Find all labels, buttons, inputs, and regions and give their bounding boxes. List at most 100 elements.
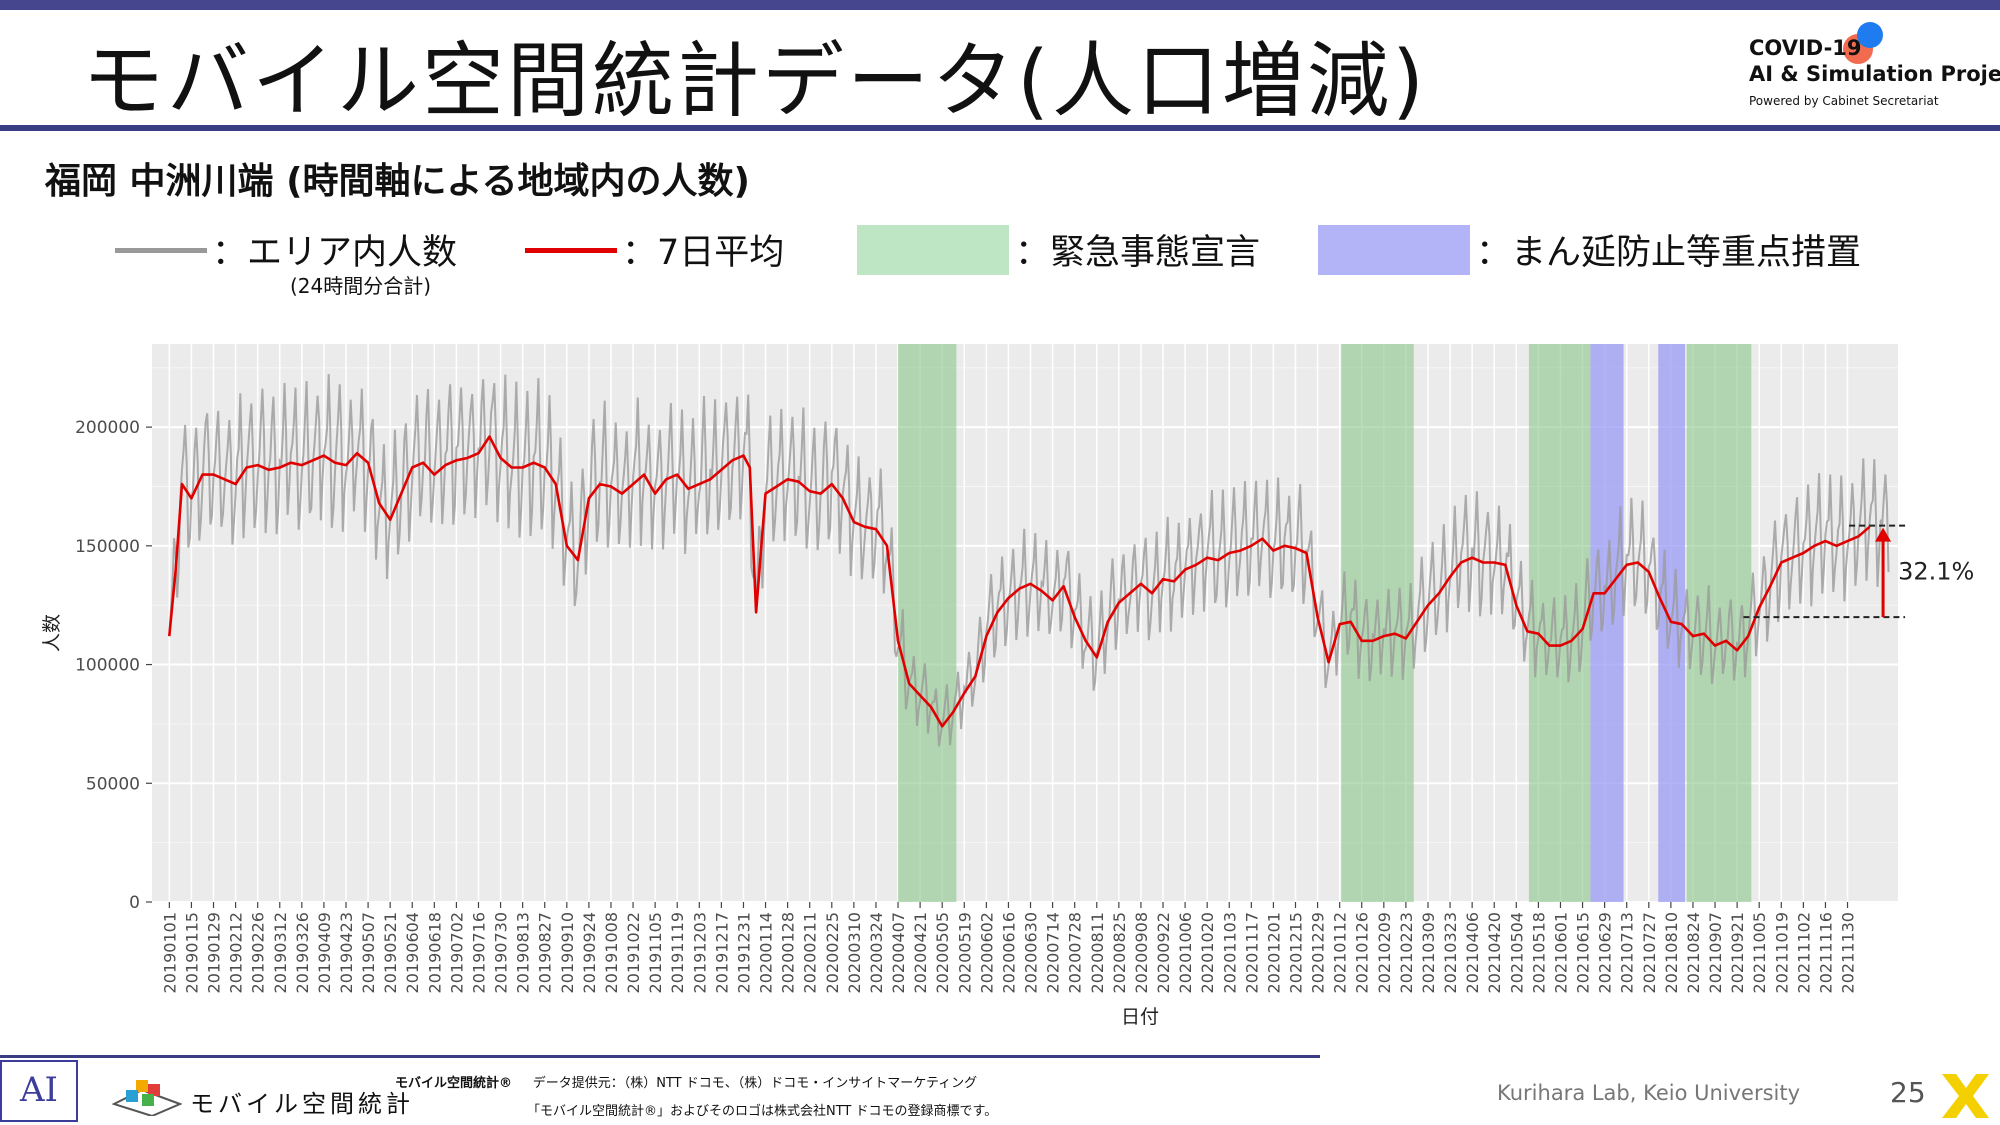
x-tick-label: 20210126 xyxy=(1353,912,1372,993)
x-tick-label: 20211130 xyxy=(1839,912,1858,993)
legend-area-count: ：エリア内人数 xyxy=(212,233,458,273)
seven-day-average-series-line xyxy=(168,435,1871,728)
data-provider: モバイル空間統計® データ提供元：（株）NTT ドコモ、（株）ドコモ・インサイト… xyxy=(395,1072,977,1091)
emergency-period-band xyxy=(898,344,957,902)
lab-name: Kurihara Lab, Keio University xyxy=(1497,1081,1801,1105)
x-tick-label: 20190813 xyxy=(514,912,533,993)
legend-emergency: ：緊急事態宣言 xyxy=(1015,233,1261,273)
x-tick-label: 20190702 xyxy=(447,912,466,993)
y-tick-label: 150000 xyxy=(75,537,140,557)
x-tick-label: 20201229 xyxy=(1309,912,1328,993)
x-tick-label: 20190521 xyxy=(381,912,400,993)
x-tick-label: 20190115 xyxy=(182,912,201,993)
annotation-arrow-head-icon xyxy=(1875,527,1892,542)
y-tick-label: 50000 xyxy=(86,774,140,794)
x-tick-label: 20191119 xyxy=(668,912,687,993)
y-tick-label: 0 xyxy=(129,893,140,913)
x-tick-label: 20201201 xyxy=(1264,912,1283,993)
x-tick-label: 20210406 xyxy=(1463,912,1482,993)
x-tick-label: 20201006 xyxy=(1176,912,1195,993)
page-title: モバイル空間統計データ(人口増減) xyxy=(82,34,1427,129)
trademark-note: 「モバイル空間統計®」およびそのロゴは株式会社NTT ドコモの登録商標です。 xyxy=(527,1104,998,1119)
legend-avg7: ：7日平均 xyxy=(622,233,785,273)
provider-line: データ提供元：（株）NTT ドコモ、（株）ドコモ・インサイトマーケティング xyxy=(532,1076,978,1091)
project-logo: COVID-19 AI & Simulation Project Powered… xyxy=(1745,22,2000,118)
provider-name: モバイル空間統計® xyxy=(395,1076,513,1091)
x-tick-label: 20201117 xyxy=(1242,912,1261,993)
x-tick-label: 20200421 xyxy=(911,912,930,993)
legend-area-count-sub: (24時間分合計) xyxy=(290,274,432,298)
x-tick-label: 20190312 xyxy=(271,912,290,993)
x-tick-label: 20190101 xyxy=(160,912,179,993)
logo-blue-dot-icon xyxy=(1857,22,1883,48)
x-tick-label: 20211116 xyxy=(1816,912,1835,993)
x-tick-label: 20210907 xyxy=(1706,912,1725,993)
x-tick-label: 20200407 xyxy=(889,912,908,993)
logo-line2: AI & Simulation Project xyxy=(1749,62,2000,86)
priority-period-band xyxy=(1590,344,1624,902)
x-tick-label: 20190212 xyxy=(227,912,246,993)
x-axis-label: 日付 xyxy=(1121,1006,1159,1028)
x-tick-label: 20191008 xyxy=(602,912,621,993)
page-number: 25 xyxy=(1890,1076,1926,1109)
logo-line3: Powered by Cabinet Secretariat xyxy=(1749,94,1939,108)
x-tick-label: 20200602 xyxy=(977,912,996,993)
x-tick-label: 20191105 xyxy=(646,912,665,993)
x-tick-label: 20210518 xyxy=(1529,912,1548,993)
population-chart: 0 50000 100000 150000 200000 20190101 20190115… xyxy=(41,344,1974,1028)
chart-area: 0 50000 100000 150000 200000 20190101 20190115… xyxy=(0,330,2000,1050)
x-tick-label: 20190618 xyxy=(425,912,444,993)
logo-line1: COVID-19 xyxy=(1749,36,1862,60)
x-tick-label: 20210921 xyxy=(1728,912,1747,993)
legend-blue-box xyxy=(1318,225,1470,275)
x-logo-icon xyxy=(1942,1074,1989,1118)
x-tick-label: 20190910 xyxy=(558,912,577,993)
x-tick-label: 20200324 xyxy=(867,912,886,993)
x-tick-label: 20201215 xyxy=(1286,912,1305,993)
x-tick-label: 20210810 xyxy=(1662,912,1681,993)
x-tick-label: 20200310 xyxy=(845,912,864,993)
x-tick-label: 20190730 xyxy=(492,912,511,993)
x-tick-label: 20190604 xyxy=(403,912,422,993)
x-tick-label: 20191022 xyxy=(624,912,643,993)
x-tick-label: 20190129 xyxy=(205,912,224,993)
x-tick-label: 20210713 xyxy=(1618,912,1637,993)
x-tick-label: 20200811 xyxy=(1088,912,1107,993)
annotation-percent-label: 32.1% xyxy=(1898,557,1974,585)
legend-gray-line xyxy=(115,248,207,253)
x-tick-label: 20200616 xyxy=(999,912,1018,993)
ai-lab-logo-icon: AI xyxy=(0,1060,78,1122)
ai-logo-text: AI xyxy=(20,1070,58,1110)
x-tick-label: 20210504 xyxy=(1507,912,1526,993)
x-tick-label: 20200128 xyxy=(779,912,798,993)
mobile-logo-text: モバイル空間統計 xyxy=(190,1090,414,1118)
y-tick-label: 100000 xyxy=(75,656,140,676)
x-tick-label: 20211102 xyxy=(1794,912,1813,993)
x-tick-label: 20200908 xyxy=(1132,912,1151,993)
x-tick-label: 20201020 xyxy=(1198,912,1217,993)
legend-green-box xyxy=(857,225,1009,275)
x-tick-label: 20210112 xyxy=(1331,912,1350,993)
legend-red-line xyxy=(525,248,617,253)
x-tick-label: 20190326 xyxy=(293,912,312,993)
x-tick-label: 20200714 xyxy=(1044,912,1063,993)
x-tick-label: 20190924 xyxy=(580,912,599,993)
x-tick-label: 20200225 xyxy=(823,912,842,993)
x-tick-label: 20210223 xyxy=(1397,912,1416,993)
x-tick-label: 20200211 xyxy=(801,912,820,993)
x-tick-label: 20200519 xyxy=(955,912,974,993)
x-tick-label: 20190226 xyxy=(249,912,268,993)
legend-priority: ：まん延防止等重点措置 xyxy=(1476,233,1862,273)
x-tick-label: 20191231 xyxy=(734,912,753,993)
x-tick-label: 20211019 xyxy=(1772,912,1791,993)
emergency-period-band xyxy=(1528,344,1591,902)
x-tick-label: 20200922 xyxy=(1154,912,1173,993)
x-tick-label: 20210323 xyxy=(1441,912,1460,993)
x-tick-label: 20210824 xyxy=(1684,912,1703,993)
x-tick-label: 20210615 xyxy=(1574,912,1593,993)
x-tick-label: 20200728 xyxy=(1066,912,1085,993)
chart-subtitle: 福岡 中洲川端 (時間軸による地域内の人数) xyxy=(45,161,750,202)
title-underline xyxy=(0,125,2000,131)
x-tick-label: 20210209 xyxy=(1375,912,1394,993)
x-tick-label: 20191203 xyxy=(690,912,709,993)
